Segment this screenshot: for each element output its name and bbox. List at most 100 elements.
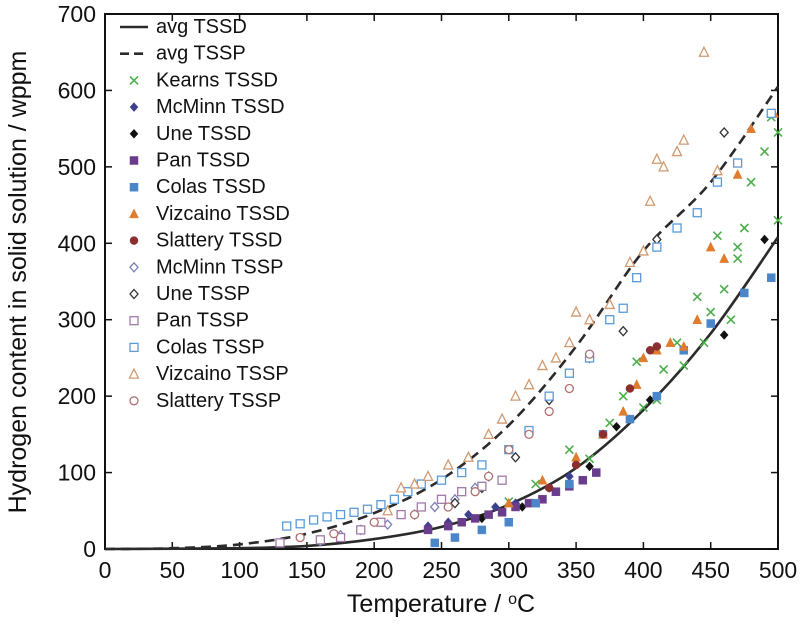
point-pan-tssp: [477, 481, 487, 491]
legend-label: Une TSSP: [156, 283, 250, 305]
point-une-tssp: [719, 126, 730, 138]
legend-label: Vizcaino TSSD: [156, 203, 290, 225]
point-colas-tssp: [672, 223, 682, 233]
point-vizcaino-tssp: [698, 45, 710, 57]
point-vizcaino-tssd: [618, 405, 629, 416]
point-kearns-tssd: [659, 364, 669, 374]
legend-label: Pan TSSD: [156, 150, 250, 172]
point-vizcaino-tssp: [651, 152, 663, 164]
point-vizcaino-tssd: [665, 337, 676, 347]
x-tick-label: 50: [160, 557, 186, 583]
legend-marker: [129, 156, 139, 165]
y-tick-label: 0: [83, 536, 96, 562]
x-tick-label: 300: [490, 557, 528, 583]
degree-unit: o: [508, 591, 517, 608]
point-kearns-tssd: [531, 479, 541, 489]
point-pan-tssd: [457, 518, 466, 527]
point-mcminn-tssd: [464, 509, 473, 520]
point-slattery-tssp: [470, 487, 480, 497]
legend-label: avg TSSD: [156, 16, 247, 38]
point-kearns-tssd: [739, 223, 749, 233]
legend-label: avg TSSP: [156, 43, 246, 65]
x-tick-label: 350: [557, 557, 595, 583]
point-vizcaino-tssd: [678, 340, 689, 351]
point-une-tssp: [618, 325, 629, 337]
point-vizcaino-tssp: [644, 194, 656, 206]
point-vizcaino-tssd: [719, 253, 730, 263]
point-kearns-tssd: [638, 403, 648, 413]
point-vizcaino-tssd: [746, 123, 756, 133]
legend-label: McMinn TSSD: [156, 96, 285, 118]
point-kearns-tssd: [679, 361, 689, 371]
point-vizcaino-tssp: [624, 255, 636, 268]
point-vizcaino-tssp: [550, 351, 562, 363]
point-slattery-tssp: [524, 429, 534, 440]
point-kearns-tssd: [605, 418, 615, 428]
point-kearns-tssd: [618, 391, 628, 401]
y-tick-label: 400: [58, 230, 96, 256]
point-vizcaino-tssp: [422, 469, 434, 482]
legend-label: Colas TSSP: [156, 336, 265, 358]
point-colas-tssp: [732, 158, 743, 168]
point-vizcaino-tssd: [732, 168, 743, 179]
x-tick-label: 450: [692, 557, 730, 583]
point-pan-tssd: [497, 508, 507, 517]
point-une-tssd: [612, 421, 621, 432]
point-pan-tssp: [416, 502, 426, 512]
point-une-tssd: [760, 234, 769, 245]
point-vizcaino-tssp: [523, 378, 535, 390]
x-tick-label: 100: [220, 557, 258, 583]
legend-label: Slattery TSSP: [156, 390, 281, 412]
x-axis-title: Temperature / oC: [347, 590, 535, 618]
point-colas-tssp: [564, 368, 575, 378]
legend-label: Colas TSSD: [156, 176, 266, 198]
legend-marker: [129, 316, 139, 326]
point-vizcaino-tssd: [631, 379, 642, 389]
point-pan-tssd: [423, 525, 433, 535]
point-kearns-tssd: [773, 127, 783, 138]
legend: avg TSSD avg TSSP Kearns TSSD McMinn TSSD Un…: [120, 16, 290, 412]
point-colas-tssp: [322, 512, 332, 522]
point-pan-tssd: [484, 510, 493, 519]
point-colas-tssp: [712, 177, 723, 187]
point-slattery-tssp: [584, 349, 595, 359]
point-colas-tssd: [706, 319, 715, 328]
point-colas-tssp: [766, 108, 776, 119]
point-slattery-tssp: [369, 517, 379, 527]
point-colas-tssp: [605, 315, 615, 325]
legend-marker: [129, 396, 139, 406]
point-pan-tssp: [436, 494, 447, 504]
x-tick-label: 150: [288, 557, 326, 583]
point-kearns-tssd: [564, 445, 574, 455]
point-une-tssp: [510, 451, 521, 463]
point-colas-tssp: [335, 509, 346, 520]
point-pan-tssd: [578, 475, 588, 485]
point-vizcaino-tssp: [604, 297, 616, 310]
point-colas-tssp: [652, 242, 662, 252]
point-une-tssp: [450, 497, 460, 509]
x-tick-label: 250: [422, 557, 460, 583]
point-une-tssd: [585, 461, 594, 472]
point-slattery-tssd: [625, 384, 635, 393]
y-tick-label: 700: [58, 1, 96, 27]
point-colas-tssp: [477, 460, 487, 470]
point-colas-tssd: [430, 538, 440, 548]
legend-label: McMinn TSSP: [156, 256, 283, 278]
point-kearns-tssd: [746, 177, 756, 187]
y-axis-title: Hydrogen content in solid solution / wpp…: [4, 51, 32, 514]
point-colas-tssp: [349, 507, 359, 517]
point-vizcaino-tssp: [496, 412, 508, 424]
point-kearns-tssd: [584, 454, 595, 464]
point-slattery-tssp: [564, 383, 575, 394]
point-slattery-tssd: [652, 342, 662, 351]
x-tick-label: 500: [759, 557, 797, 583]
point-colas-tssp: [544, 391, 554, 401]
point-pan-tssp: [356, 525, 366, 535]
y-tick-label: 600: [58, 77, 96, 103]
point-vizcaino-tssp: [462, 450, 474, 462]
point-kearns-tssd: [733, 242, 743, 252]
point-vizcaino-tssp: [584, 313, 596, 325]
legend-marker: [129, 182, 139, 192]
point-vizcaino-tssp: [678, 133, 690, 145]
